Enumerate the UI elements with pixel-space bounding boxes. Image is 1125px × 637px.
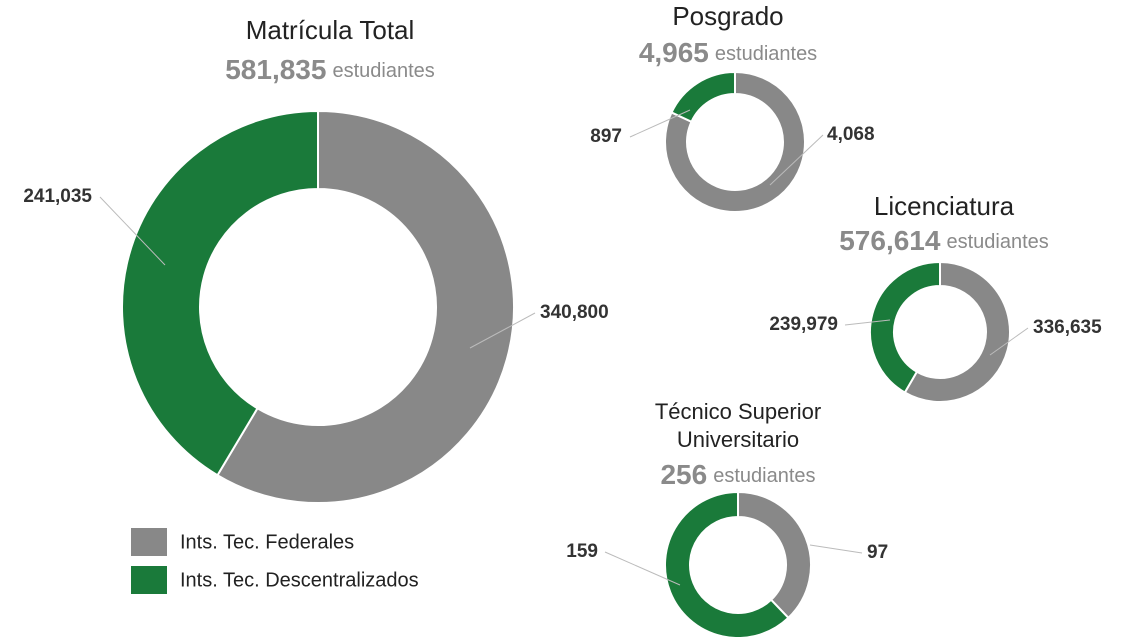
total-unit: estudiantes — [713, 465, 815, 487]
subtitle: 581,835 estudiantes — [225, 54, 435, 85]
chart-title: Universitario — [677, 427, 799, 452]
value-label: 239,979 — [769, 314, 838, 335]
donut-slice — [737, 490, 812, 620]
total-value: 581,835 — [225, 54, 326, 85]
value-label: 97 — [867, 542, 888, 563]
leader-line — [809, 544, 863, 554]
subtitle: 4,965 estudiantes — [639, 37, 817, 68]
legend-swatch — [131, 566, 167, 594]
value-label: 241,035 — [23, 186, 92, 207]
total-value: 256 — [660, 459, 707, 490]
value-label: 897 — [590, 126, 622, 147]
leader-line — [989, 327, 1029, 356]
subtitle: 256 estudiantes — [660, 459, 815, 490]
total-value: 4,965 — [639, 37, 709, 68]
leader-line — [99, 196, 166, 266]
total-value: 576,614 — [839, 225, 941, 256]
donut-slice — [664, 490, 790, 637]
value-label: 159 — [566, 541, 598, 562]
donut-slice — [121, 109, 319, 477]
leader-line — [629, 109, 691, 138]
legend-swatch — [131, 528, 167, 556]
legend-label: Ints. Tec. Federales — [180, 531, 354, 553]
value-label: 340,800 — [540, 302, 609, 323]
chart-title: Técnico Superior — [655, 399, 821, 424]
donut-slice — [664, 70, 806, 213]
total-unit: estudiantes — [946, 231, 1048, 253]
subtitle: 576,614 estudiantes — [839, 225, 1049, 256]
leader-line — [844, 319, 891, 326]
donut-slice — [903, 260, 1011, 403]
chart-title: Licenciatura — [874, 191, 1015, 221]
donut-slice — [869, 260, 941, 394]
chart-title: Matrícula Total — [246, 15, 415, 45]
leader-line — [604, 551, 681, 586]
legend-label: Ints. Tec. Descentralizados — [180, 569, 419, 591]
leader-line — [469, 312, 536, 349]
donut-slice — [670, 70, 736, 124]
value-label: 336,635 — [1033, 317, 1102, 338]
total-unit: estudiantes — [715, 43, 817, 65]
chart-title: Posgrado — [672, 1, 783, 31]
total-unit: estudiantes — [332, 60, 434, 82]
value-label: 4,068 — [827, 124, 875, 145]
leader-line — [769, 134, 824, 186]
donut-slice — [216, 109, 515, 504]
